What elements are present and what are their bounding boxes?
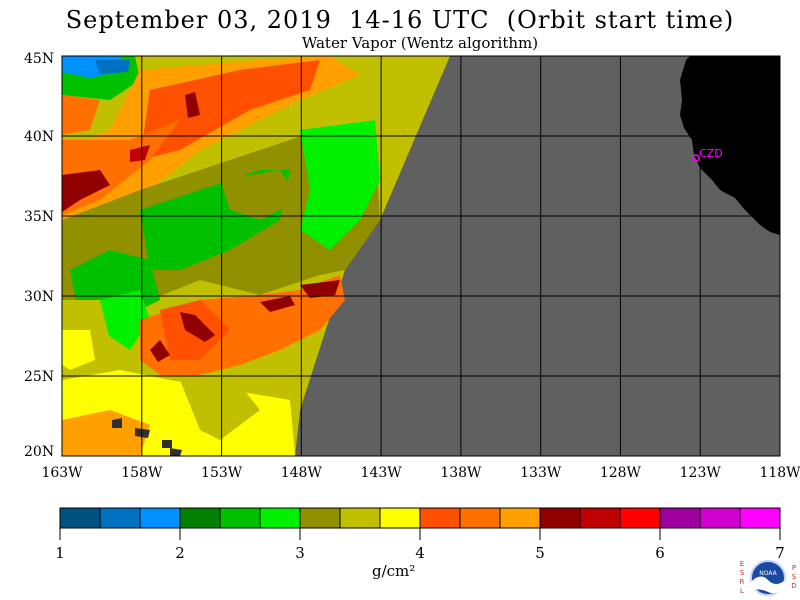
chart-title: September 03, 2019 14-16 UTC (Orbit star… [65, 6, 735, 34]
lon-label: 148W [281, 465, 323, 481]
water-vapor-swath [62, 56, 450, 456]
lon-label: 138W [440, 465, 482, 481]
colorbar-units: g/cm² [372, 562, 416, 580]
colorbar-swatch [699, 507, 741, 529]
logo-right-letter: D [791, 582, 796, 590]
map-frame [61, 55, 781, 457]
colorbar-swatch [299, 507, 341, 529]
lon-label: 158W [121, 465, 163, 481]
colorbar-swatch [219, 507, 261, 529]
logo-left-letter: R [740, 578, 745, 586]
noaa-logo: NOAA E S R L P S D [740, 560, 797, 596]
chart-subtitle: Water Vapor (Wentz algorithm) [301, 34, 539, 52]
colorbar-swatch [619, 507, 661, 529]
colorbar-tick-label: 1 [55, 544, 65, 562]
lon-label: 123W [680, 465, 722, 481]
colorbar-tick-label: 3 [295, 544, 305, 562]
lat-label: 45N [24, 51, 54, 67]
station-icon [692, 154, 700, 162]
lat-label: 25N [24, 369, 54, 385]
lon-label: 153W [201, 465, 243, 481]
lat-label: 30N [24, 289, 54, 305]
logo-left-letter: L [740, 587, 744, 595]
lon-label: 128W [600, 465, 642, 481]
lon-label: 118W [759, 465, 800, 481]
logo-right-letter: P [792, 564, 796, 572]
lat-label: 40N [24, 129, 54, 145]
station-marker-czd: CZD [692, 147, 723, 162]
colorbar-swatch [339, 507, 381, 529]
logo-text: NOAA [759, 570, 777, 577]
lon-label: 143W [361, 465, 403, 481]
colorbar-tick-label: 4 [415, 544, 425, 562]
logo-left-letter: E [740, 560, 744, 568]
longitude-labels: 163W 158W 153W 148W 143W 138W 133W 128W … [41, 465, 800, 481]
lat-label: 20N [24, 444, 54, 460]
colorbar [59, 507, 781, 540]
colorbar-tick-label: 2 [175, 544, 185, 562]
colorbar-tick-label: 5 [535, 544, 545, 562]
colorbar-swatch [419, 507, 461, 529]
colorbar-swatch [139, 507, 181, 529]
colorbar-swatch [499, 507, 541, 529]
logo-left-letter: S [740, 569, 745, 577]
colorbar-swatch [539, 507, 581, 529]
lon-label: 163W [41, 465, 83, 481]
logo-right-letters: P S D [791, 564, 796, 590]
map-grid [62, 56, 780, 456]
colorbar-swatch [259, 507, 301, 529]
colorbar-swatch [739, 507, 781, 529]
colorbar-tick-labels: 1 2 3 4 5 6 7 [55, 544, 785, 562]
colorbar-tick-label: 6 [655, 544, 665, 562]
land-mass [680, 56, 780, 235]
colorbar-swatch [179, 507, 221, 529]
latitude-labels: 45N 40N 35N 30N 25N 20N [24, 51, 54, 460]
lat-label: 35N [24, 209, 54, 225]
lon-label: 133W [520, 465, 562, 481]
station-label: CZD [699, 147, 723, 160]
colorbar-swatch [379, 507, 421, 529]
colorbar-swatch [59, 507, 101, 529]
colorbar-swatch [99, 507, 141, 529]
colorbar-swatch [579, 507, 621, 529]
colorbar-swatch [459, 507, 501, 529]
logo-left-letters: E S R L [740, 560, 745, 595]
logo-right-letter: S [792, 573, 797, 581]
colorbar-tick-label: 7 [775, 544, 785, 562]
colorbar-swatch [659, 507, 701, 529]
